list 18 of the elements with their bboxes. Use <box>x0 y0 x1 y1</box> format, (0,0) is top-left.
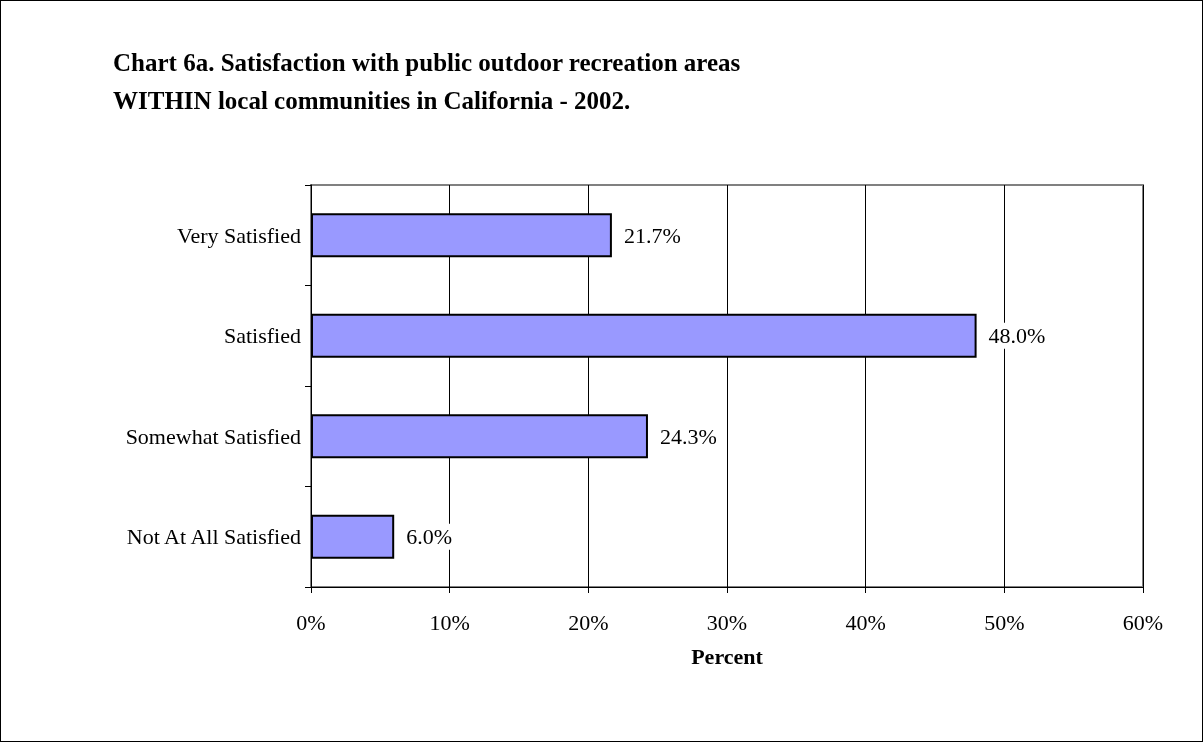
x-tick-label: 60% <box>1122 609 1164 635</box>
chart-title: Chart 6a. Satisfaction with public outdoor recreation areas WITHIN local communities in California - 2002. <box>113 48 742 116</box>
x-tick-label: 10% <box>429 609 470 635</box>
x-tick-label: 40% <box>845 609 886 635</box>
y-tick-label: Not At All Satisfied <box>126 524 301 550</box>
x-axis-title: Percent <box>691 643 764 669</box>
bar <box>311 514 395 559</box>
y-tick-label: Somewhat Satisfied <box>125 423 301 449</box>
data-label: 21.7% <box>623 222 681 248</box>
x-tick-label: 20% <box>568 609 609 635</box>
y-tick-label: Satisfied <box>224 323 301 349</box>
data-label: 24.3% <box>659 423 717 449</box>
x-tick-label: 0% <box>296 609 326 635</box>
x-tick-label: 50% <box>984 609 1025 635</box>
data-label: 48.0% <box>988 323 1046 349</box>
y-tick-label: Very Satisfied <box>176 222 301 248</box>
data-label: 6.0% <box>406 524 453 550</box>
x-tick-label: 30% <box>706 609 748 635</box>
